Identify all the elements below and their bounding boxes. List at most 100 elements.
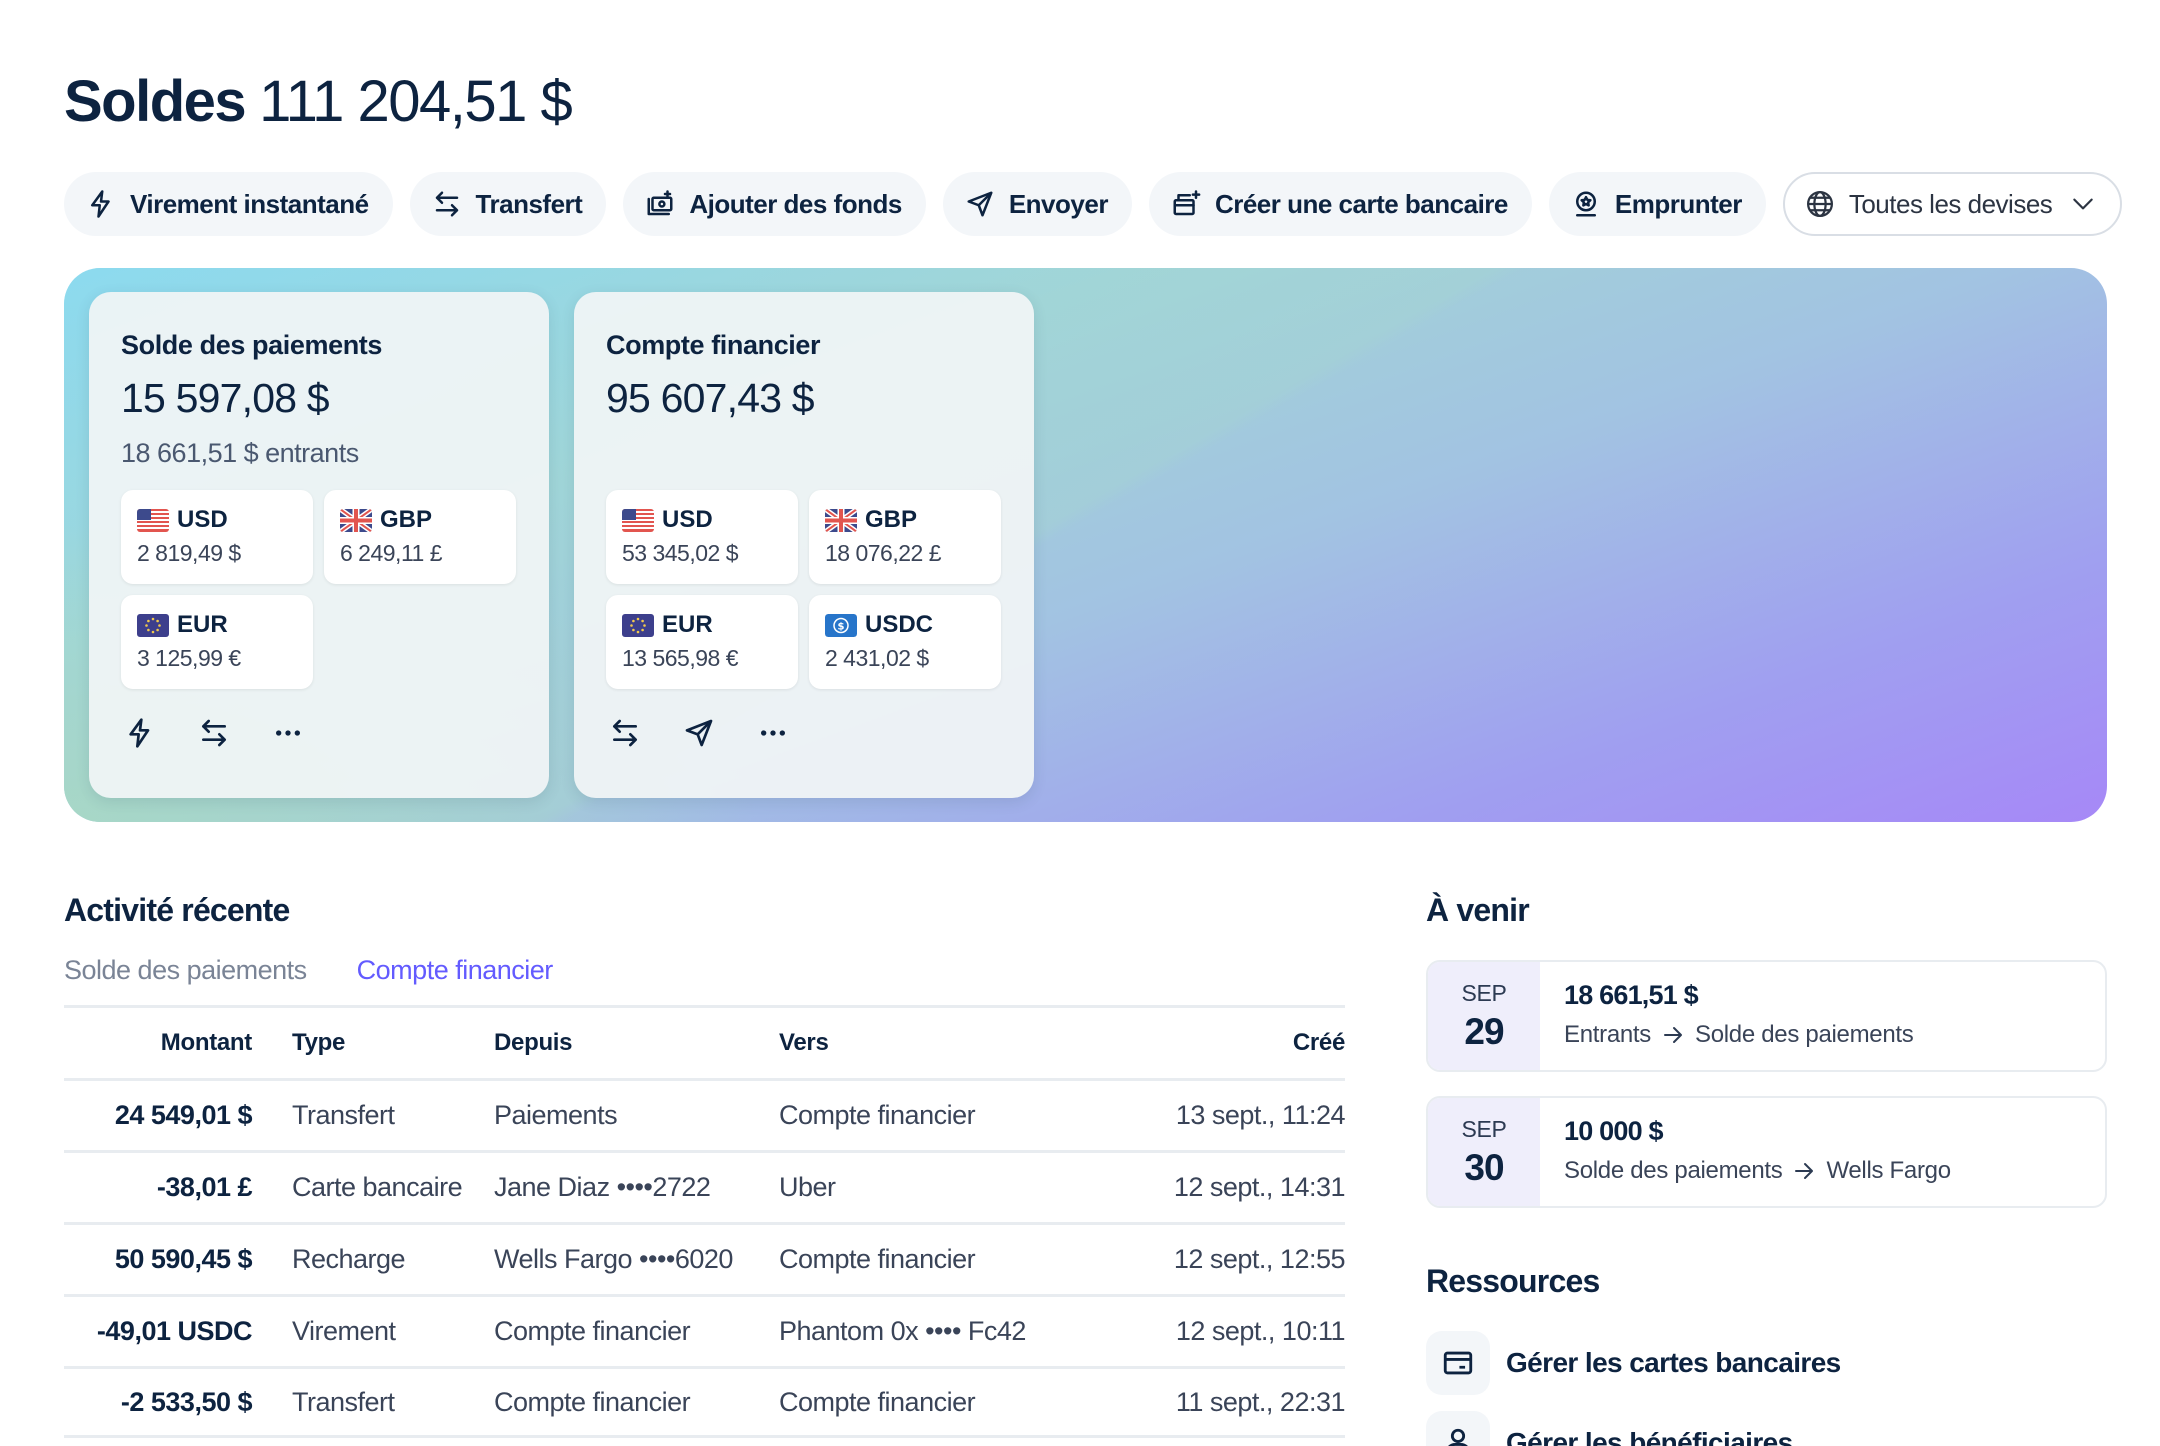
currency-tile-eur[interactable]: EUR 13 565,98 € xyxy=(606,595,798,689)
col-from[interactable]: Depuis xyxy=(494,1029,573,1056)
upcoming-item[interactable]: SEP 29 18 661,51 $ Entrants Solde des pa… xyxy=(1426,960,2107,1072)
upcoming-item[interactable]: SEP 30 10 000 $ Solde des paiements Well… xyxy=(1426,1096,2107,1208)
row-created: 13 sept., 11:24 xyxy=(1175,1100,1346,1130)
gb-flag-icon xyxy=(340,508,372,532)
account-incoming xyxy=(606,438,1002,470)
currency-tile-usdc[interactable]: $ USDC 2 431,02 $ xyxy=(809,595,1001,689)
person-icon-box xyxy=(1426,1411,1490,1446)
currency-tile-usd[interactable]: USD 2 819,49 $ xyxy=(121,490,313,584)
resources-title: Ressources xyxy=(1426,1263,1600,1299)
gb-flag-icon xyxy=(825,508,857,532)
row-type: Carte bancaire xyxy=(292,1172,463,1202)
us-flag-icon xyxy=(137,508,169,532)
table-row[interactable]: 24 549,01 $ Transfert Paiements Compte f… xyxy=(64,1078,1346,1150)
row-created: 12 sept., 10:11 xyxy=(1175,1316,1346,1346)
more-icon xyxy=(276,730,300,736)
table-row[interactable]: 50 590,45 $ Recharge Wells Fargo ••••602… xyxy=(64,1222,1346,1294)
instant-payout-button[interactable]: Virement instantané xyxy=(64,172,393,236)
upcoming-month: SEP xyxy=(1461,1115,1507,1142)
send-icon xyxy=(967,191,993,217)
more-button[interactable] xyxy=(271,716,305,750)
usdc-icon: $ xyxy=(825,613,857,637)
currency-tile-eur[interactable]: EUR 3 125,99 € xyxy=(121,595,313,689)
upcoming-day: 30 xyxy=(1464,1146,1504,1188)
row-to: Compte financier xyxy=(779,1244,976,1274)
upcoming-title: À venir xyxy=(1426,892,1530,928)
currency-tile-gbp[interactable]: GBP 18 076,22 £ xyxy=(809,490,1001,584)
transfer-arrows-icon xyxy=(613,719,637,747)
tab-financial-account[interactable]: Compte financier xyxy=(356,955,554,985)
send-button[interactable]: Envoyer xyxy=(942,172,1132,236)
currency-filter-dropdown[interactable]: Toutes les devises xyxy=(1782,172,2123,236)
upcoming-to: Solde des paiements xyxy=(1694,1021,1914,1048)
currency-code: EUR xyxy=(177,611,228,638)
us-flag-icon xyxy=(622,508,654,532)
manage-cards-link[interactable]: Gérer les cartes bancaires xyxy=(1426,1331,1841,1395)
currency-amount: 3 125,99 € xyxy=(137,645,241,671)
card-icon-box xyxy=(1426,1331,1490,1395)
row-from: Compte financier xyxy=(494,1386,691,1417)
table-header: Montant Type Depuis Vers Créé xyxy=(64,1005,1345,1078)
account-balance: 15 597,08 $ xyxy=(121,375,330,421)
currency-code: GBP xyxy=(865,506,918,533)
table-row[interactable]: -38,01 £ Carte bancaire Jane Diaz ••••27… xyxy=(64,1150,1346,1222)
arrow-right-icon xyxy=(1795,1163,1814,1179)
row-type: Transfert xyxy=(292,1386,395,1417)
currency-code: USD xyxy=(177,506,228,533)
account-card-financial[interactable]: Compte financier 95 607,43 $ USD 53 345,… xyxy=(574,292,1034,798)
currency-amount: 2 819,49 $ xyxy=(137,540,241,566)
borrow-label: Emprunter xyxy=(1614,188,1742,219)
tab-payments-balance[interactable]: Solde des paiements xyxy=(64,955,307,985)
col-amount[interactable]: Montant xyxy=(160,1029,253,1056)
row-amount: 50 590,45 $ xyxy=(114,1244,253,1274)
transfer-icon-button[interactable] xyxy=(197,716,231,750)
more-icon xyxy=(761,730,785,736)
page-title-label: Soldes xyxy=(64,69,247,134)
account-name: Solde des paiements xyxy=(121,330,382,360)
add-funds-icon xyxy=(647,190,673,216)
row-created: 11 sept., 22:31 xyxy=(1175,1386,1346,1417)
currency-filter-label: Toutes les devises xyxy=(1848,188,2053,219)
instant-payout-icon-button[interactable] xyxy=(123,716,157,750)
upcoming-route: Solde des paiements Wells Fargo xyxy=(1564,1157,1951,1185)
currency-tile-gbp[interactable]: GBP 6 249,11 £ xyxy=(324,490,516,584)
row-type: Transfert xyxy=(292,1100,395,1130)
more-button[interactable] xyxy=(756,716,790,750)
recent-activity-title: Activité récente xyxy=(64,892,290,928)
upcoming-date: SEP 30 xyxy=(1428,1098,1540,1206)
currency-amount: 6 249,11 £ xyxy=(340,540,443,566)
row-amount: 24 549,01 $ xyxy=(114,1100,253,1130)
upcoming-amount: 10 000 $ xyxy=(1564,1116,1664,1146)
currency-code: GBP xyxy=(380,506,433,533)
row-created: 12 sept., 12:55 xyxy=(1173,1244,1346,1274)
create-card-button[interactable]: Créer une carte bancaire xyxy=(1148,172,1532,236)
upcoming-from: Entrants xyxy=(1564,1021,1651,1048)
table-row[interactable]: -49,01 USDC Virement Compte financier Ph… xyxy=(64,1294,1346,1366)
lightning-icon xyxy=(91,190,110,218)
balances-banner: Solde des paiements 15 597,08 $ 18 661,5… xyxy=(64,268,2107,822)
currency-code: EUR xyxy=(662,611,713,638)
manage-cards-label: Gérer les cartes bancaires xyxy=(1506,1347,1841,1378)
account-card-payments[interactable]: Solde des paiements 15 597,08 $ 18 661,5… xyxy=(89,292,549,798)
total-balance: 111 204,51 $ xyxy=(259,69,573,134)
col-type[interactable]: Type xyxy=(292,1029,346,1056)
arrow-right-icon xyxy=(1663,1027,1682,1043)
card-actions xyxy=(123,716,305,750)
transfer-arrows-icon xyxy=(435,191,458,217)
col-created[interactable]: Créé xyxy=(1292,1029,1345,1056)
currency-tile-usd[interactable]: USD 53 345,02 $ xyxy=(606,490,798,584)
transfer-button[interactable]: Transfert xyxy=(409,172,607,236)
borrow-button[interactable]: Emprunter xyxy=(1548,172,1766,236)
send-icon-button[interactable] xyxy=(682,716,716,750)
col-to[interactable]: Vers xyxy=(779,1029,829,1056)
transfer-icon-button[interactable] xyxy=(608,716,642,750)
table-row[interactable]: -2 533,50 $ Transfert Compte financier C… xyxy=(64,1366,1346,1438)
upcoming-info: 18 661,51 $ Entrants Solde des paiements xyxy=(1540,962,1914,1070)
row-to: Compte financier xyxy=(779,1386,976,1417)
manage-recipients-link[interactable]: Gérer les bénéficiaires xyxy=(1426,1411,1793,1446)
chevron-down-icon xyxy=(2073,198,2094,210)
person-icon xyxy=(1448,1428,1468,1446)
currency-amount: 53 345,02 $ xyxy=(622,540,739,566)
add-funds-button[interactable]: Ajouter des fonds xyxy=(623,172,926,236)
account-incoming: 18 661,51 $ entrants xyxy=(121,438,359,468)
